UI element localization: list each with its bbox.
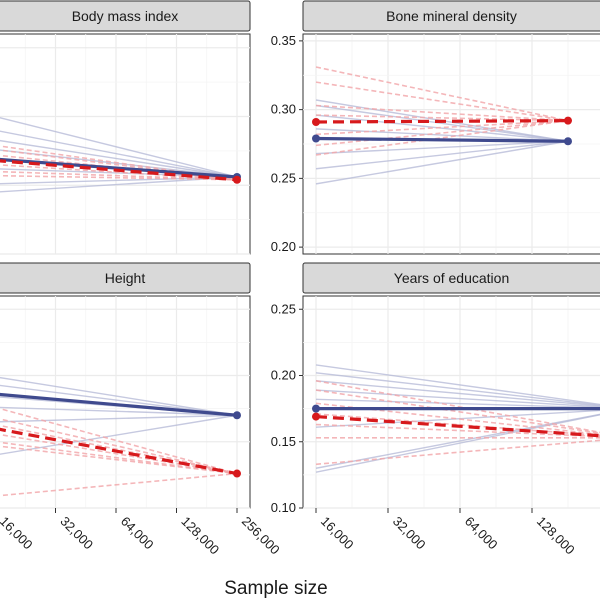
plot-area	[0, 295, 251, 509]
replicate-line-blue	[315, 380, 600, 407]
panel-1: Bone mineral density 0.35 0.30 0.25 0.20	[271, 0, 600, 255]
y-tick-label: 0.20	[271, 239, 296, 254]
x-tick-label: 128,000	[534, 514, 578, 558]
replicate-line-red	[0, 418, 238, 475]
replicate-line-blue	[315, 414, 600, 473]
red-point	[563, 116, 572, 125]
replicate-line-blue	[315, 104, 569, 142]
panel-strip	[302, 262, 600, 294]
replicate-line-red	[315, 66, 569, 122]
x-tick-label: 64,000	[462, 514, 501, 553]
replicate-line-red	[315, 423, 600, 438]
replicate-line-blue	[315, 389, 600, 408]
replicate-line-blue	[0, 414, 238, 423]
replicate-line-red	[315, 81, 569, 122]
x-axis-title: Sample size	[224, 578, 328, 599]
blue-solid-line	[0, 392, 238, 417]
y-tick-label: 0.25	[271, 170, 296, 185]
panel-strip	[302, 0, 600, 32]
blue-point	[312, 134, 320, 143]
replicate-line-red	[0, 174, 238, 181]
panel-title: Bone mineral density	[386, 8, 517, 24]
replicate-line-red	[315, 119, 569, 136]
panel-strip	[0, 262, 251, 294]
replicate-line-blue	[315, 140, 569, 155]
replicate-line-red	[315, 104, 569, 122]
y-tick-label: 0.35	[271, 33, 296, 48]
x-tick-label: 64,000	[118, 514, 157, 553]
replicate-line-blue	[315, 114, 569, 142]
replicate-line-blue	[0, 130, 238, 178]
replicate-line-red	[315, 389, 600, 434]
y-tick-label: 0.25	[271, 301, 296, 316]
replicate-line-blue	[0, 406, 238, 416]
y-tick-label: 0.30	[271, 102, 296, 117]
panel-3: Years of education 0.25 0.20 0.15 0.10 16,000…	[271, 262, 600, 558]
panel-strip	[0, 0, 251, 32]
red-dashed-line	[0, 427, 238, 476]
replicate-line-red	[0, 407, 238, 475]
panels-layer: Body mass index Bone mineral density 0.35 0…	[0, 0, 600, 558]
replicate-line-blue	[315, 140, 569, 185]
panel-title: Years of education	[394, 270, 509, 286]
x-tick-label: 16,000	[318, 514, 357, 553]
replicate-line-blue	[315, 372, 600, 406]
replicate-line-blue	[315, 128, 569, 142]
replicate-line-blue	[315, 364, 600, 406]
blue-solid-line	[315, 136, 569, 143]
replicate-line-red	[0, 445, 238, 475]
replicate-line-blue	[315, 409, 600, 428]
replicate-line-blue	[0, 376, 238, 416]
red-point	[233, 469, 241, 478]
panel-2: Height 16,000 32,000 64,000 128,000 256,000	[0, 262, 283, 558]
red-dashed-line	[315, 414, 600, 438]
replicate-line-red	[315, 119, 569, 147]
panel-title: Body mass index	[72, 8, 179, 24]
y-tick-label: 0.10	[271, 500, 296, 515]
replicate-line-red	[0, 164, 238, 181]
replicate-line-blue	[315, 140, 569, 170]
x-tick-label: 32,000	[57, 514, 96, 553]
replicate-line-red	[315, 439, 600, 466]
y-tick-label: 0.15	[271, 434, 296, 449]
replicate-line-red	[0, 424, 238, 475]
red-point	[233, 175, 241, 184]
red-dashed-line	[0, 159, 238, 182]
replicate-line-blue	[0, 414, 238, 455]
replicate-line-red	[315, 119, 569, 156]
red-point	[312, 118, 320, 126]
blue-point	[233, 411, 241, 420]
plot-area	[0, 33, 251, 255]
panel-0: Body mass index	[0, 0, 251, 255]
x-tick-label: 32,000	[390, 514, 429, 553]
replicate-line-red	[315, 380, 600, 434]
replicate-line-red	[0, 472, 238, 497]
replicate-line-red	[315, 413, 600, 437]
y-tick-label: 0.20	[271, 368, 296, 383]
blue-point	[563, 137, 572, 146]
replicate-line-blue	[0, 117, 238, 178]
replicate-line-blue	[0, 139, 238, 178]
red-point	[312, 412, 320, 421]
blue-point	[312, 404, 320, 413]
x-tick-label: 16,000	[0, 514, 36, 553]
x-tick-label: 256,000	[239, 514, 283, 558]
red-dashed-line	[315, 119, 568, 124]
x-tick-label: 128,000	[178, 514, 222, 558]
panel-title: Height	[105, 270, 146, 286]
